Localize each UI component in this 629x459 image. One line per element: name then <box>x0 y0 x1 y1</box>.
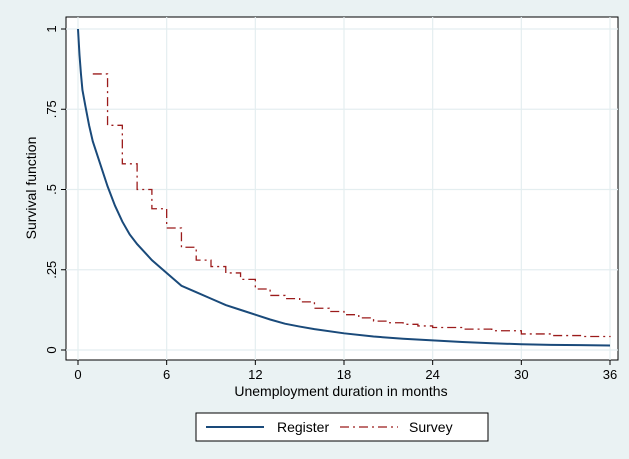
x-tick-label: 6 <box>163 367 170 382</box>
x-tick-label: 0 <box>74 367 81 382</box>
x-tick-label: 30 <box>514 367 528 382</box>
y-tick-label: .5 <box>44 184 59 195</box>
legend-label-survey: Survey <box>409 419 453 435</box>
y-tick-label: .75 <box>44 100 59 118</box>
legend-label-register: Register <box>277 419 329 435</box>
plot-area <box>65 16 619 361</box>
y-tick-label: .25 <box>44 261 59 279</box>
y-tick-label: 1 <box>44 25 59 32</box>
legend: Register Survey <box>195 412 489 442</box>
series-line-register <box>77 28 611 347</box>
grid-lines <box>66 17 618 360</box>
y-tick-label: 0 <box>44 346 59 353</box>
x-tick-label: 24 <box>425 367 439 382</box>
x-tick-label: 12 <box>248 367 262 382</box>
x-axis: 0 6 12 18 24 30 36 <box>74 360 617 382</box>
x-tick-label: 18 <box>337 367 351 382</box>
series-layer <box>77 28 611 347</box>
x-axis-title: Unemployment duration in months <box>234 383 447 399</box>
x-tick-label: 36 <box>603 367 617 382</box>
y-axis-title: Survival function <box>23 137 39 240</box>
series-line-survey <box>92 73 611 338</box>
y-axis: 0 .25 .5 .75 1 <box>44 25 66 354</box>
